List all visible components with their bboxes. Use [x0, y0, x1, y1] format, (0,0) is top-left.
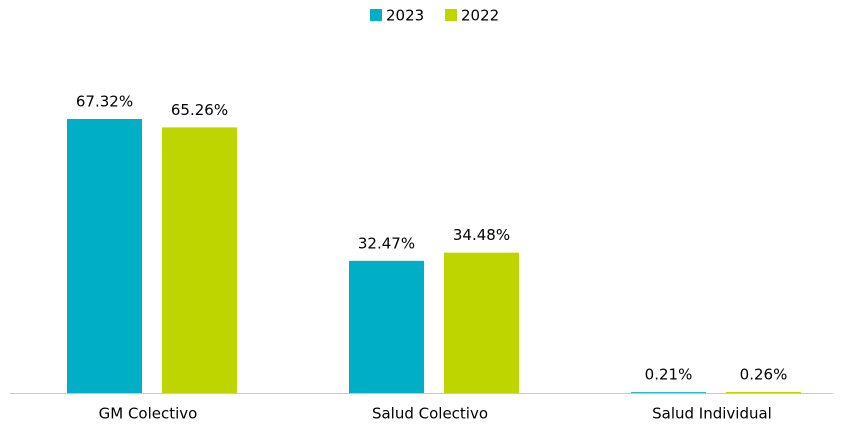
- value-label: 0.21%: [645, 366, 693, 384]
- legend-label: 2023: [386, 7, 424, 25]
- x-tick-label: GM Colectivo: [99, 405, 198, 423]
- legend-swatch: [370, 9, 382, 21]
- value-label: 0.26%: [740, 365, 788, 383]
- bar: [349, 260, 424, 393]
- x-tick-label: Salud Individual: [652, 405, 772, 423]
- x-tick-label: Salud Colectivo: [372, 405, 488, 423]
- value-label: 34.48%: [453, 226, 510, 244]
- bar: [631, 392, 706, 393]
- legend-swatch: [445, 9, 457, 21]
- value-label: 67.32%: [76, 93, 133, 111]
- legend-label: 2022: [461, 7, 499, 25]
- value-label: 32.47%: [358, 234, 415, 252]
- bar: [726, 391, 801, 393]
- bar: [444, 252, 519, 393]
- bar: [67, 119, 142, 393]
- value-label: 65.26%: [171, 101, 228, 119]
- bar: [162, 127, 237, 393]
